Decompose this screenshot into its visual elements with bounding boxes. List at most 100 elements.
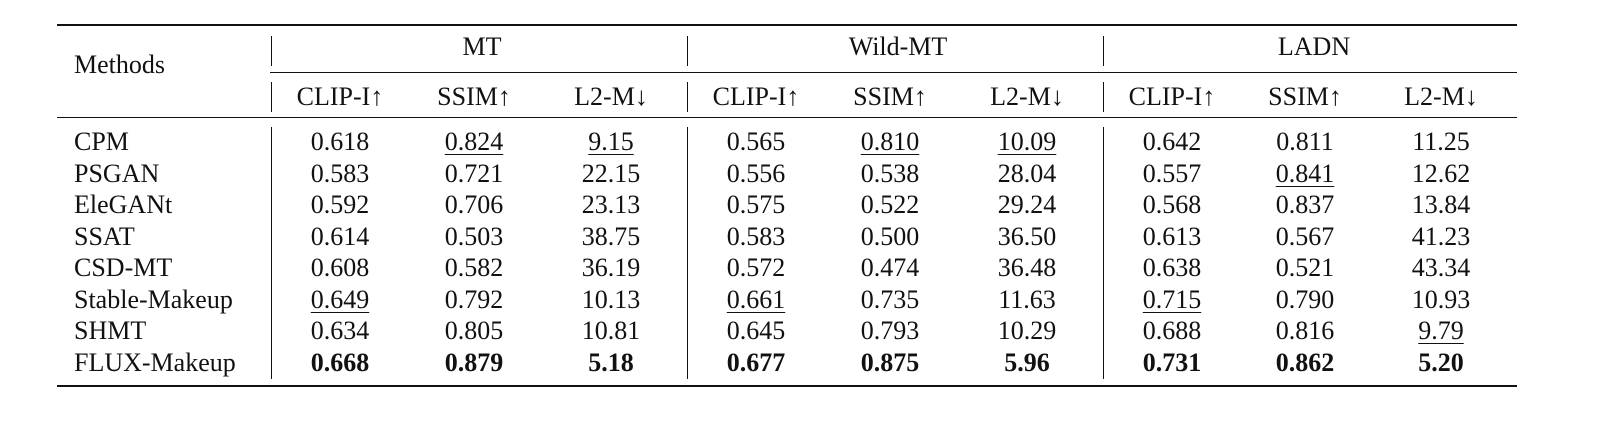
cell-value: 0.592 [310, 190, 370, 219]
metric-header: SSIM↑ [853, 82, 927, 111]
cell-value: 0.875 [860, 347, 920, 377]
cell-value: 29.24 [997, 190, 1057, 219]
cell-value: 11.25 [1412, 127, 1470, 156]
cell-value: 0.731 [1142, 347, 1202, 377]
cell-value: 0.521 [1275, 253, 1335, 282]
method-name: Stable-Makeup [74, 284, 233, 314]
cell-value: 0.824 [444, 127, 504, 156]
cell-value: 5.18 [588, 347, 634, 377]
method-name: FLUX-Makeup [74, 347, 236, 377]
cell-value: 0.572 [726, 253, 786, 282]
metric-header: CLIP-I↑ [1128, 82, 1216, 111]
cell-value: 0.810 [860, 127, 920, 156]
cell-value: 0.879 [444, 347, 504, 377]
metric-header: L2-M↓ [574, 82, 648, 111]
cell-value: 0.638 [1142, 253, 1202, 282]
cell-value: 0.575 [726, 190, 786, 219]
metric-header: CLIP-I↑ [296, 82, 384, 111]
cell-value: 0.583 [310, 158, 370, 188]
v-rule [687, 36, 688, 66]
cell-value: 0.837 [1275, 190, 1335, 219]
method-name: SSAT [74, 221, 135, 251]
cell-value: 23.13 [581, 190, 641, 219]
cell-value: 43.34 [1411, 253, 1471, 282]
group-header: LADN [1277, 32, 1351, 61]
metric-header: L2-M↓ [990, 82, 1064, 111]
cell-value: 10.29 [997, 316, 1057, 345]
method-name: CSD-MT [74, 253, 173, 282]
cell-value: 36.19 [581, 253, 641, 282]
cell-value: 0.805 [444, 316, 504, 345]
top-rule [57, 24, 1517, 26]
v-rule [1103, 127, 1104, 379]
cell-value: 10.93 [1411, 284, 1471, 314]
cell-value: 0.503 [444, 221, 504, 251]
metric-header: CLIP-I↑ [712, 82, 800, 111]
cell-value: 0.618 [310, 127, 370, 156]
cell-value: 9.79 [1418, 316, 1464, 345]
cell-value: 9.15 [588, 127, 634, 156]
cell-value: 13.84 [1411, 190, 1471, 219]
cell-value: 0.645 [726, 316, 786, 345]
cell-value: 0.613 [1142, 221, 1202, 251]
cell-value: 0.735 [860, 284, 920, 314]
cell-value: 0.556 [726, 158, 786, 188]
mid-rule [57, 117, 1517, 118]
v-rule [271, 82, 272, 112]
v-rule [271, 127, 272, 379]
cell-value: 22.15 [581, 158, 641, 188]
cell-value: 0.522 [860, 190, 920, 219]
cell-value: 0.677 [726, 347, 786, 377]
cell-value: 0.500 [860, 221, 920, 251]
cell-value: 0.811 [1276, 127, 1334, 156]
cell-value: 0.565 [726, 127, 786, 156]
cell-value: 0.661 [726, 284, 786, 314]
cell-value: 0.841 [1275, 158, 1335, 188]
metric-header: L2-M↓ [1404, 82, 1478, 111]
v-rule [687, 82, 688, 112]
method-name: EleGANt [74, 190, 173, 219]
cell-value: 11.63 [998, 284, 1056, 314]
cell-value: 10.09 [997, 127, 1057, 156]
corner-header: Methods [74, 50, 165, 79]
bottom-rule [57, 385, 1517, 387]
group-header: MT [462, 32, 502, 61]
cell-value: 38.75 [581, 221, 641, 251]
cell-value: 0.583 [726, 221, 786, 251]
cell-value: 0.474 [860, 253, 920, 282]
cell-value: 0.568 [1142, 190, 1202, 219]
v-rule [1103, 82, 1104, 112]
cell-value: 0.816 [1275, 316, 1335, 345]
cell-value: 36.48 [997, 253, 1057, 282]
cell-value: 0.862 [1275, 347, 1335, 377]
cell-value: 0.793 [860, 316, 920, 345]
cell-value: 0.567 [1275, 221, 1335, 251]
cell-value: 0.538 [860, 158, 920, 188]
group-rule [270, 72, 1517, 73]
method-name: PSGAN [74, 158, 160, 188]
cell-value: 0.688 [1142, 316, 1202, 345]
cell-value: 0.557 [1142, 158, 1202, 188]
cell-value: 0.792 [444, 284, 504, 314]
method-name: SHMT [74, 316, 147, 345]
v-rule [1103, 36, 1104, 66]
cell-value: 0.614 [310, 221, 370, 251]
cell-value: 12.62 [1411, 158, 1471, 188]
cell-value: 36.50 [997, 221, 1057, 251]
cell-value: 5.20 [1418, 347, 1464, 377]
v-rule [271, 36, 272, 66]
cell-value: 0.642 [1142, 127, 1202, 156]
group-header: Wild-MT [848, 32, 948, 61]
cell-value: 0.668 [310, 347, 370, 377]
metric-header: SSIM↑ [1268, 82, 1342, 111]
cell-value: 0.706 [444, 190, 504, 219]
cell-value: 28.04 [997, 158, 1057, 188]
method-name: CPM [74, 127, 129, 156]
cell-value: 10.13 [581, 284, 641, 314]
cell-value: 5.96 [1004, 347, 1050, 377]
cell-value: 0.634 [310, 316, 370, 345]
cell-value: 0.608 [310, 253, 370, 282]
cell-value: 0.790 [1275, 284, 1335, 314]
metric-header: SSIM↑ [437, 82, 511, 111]
